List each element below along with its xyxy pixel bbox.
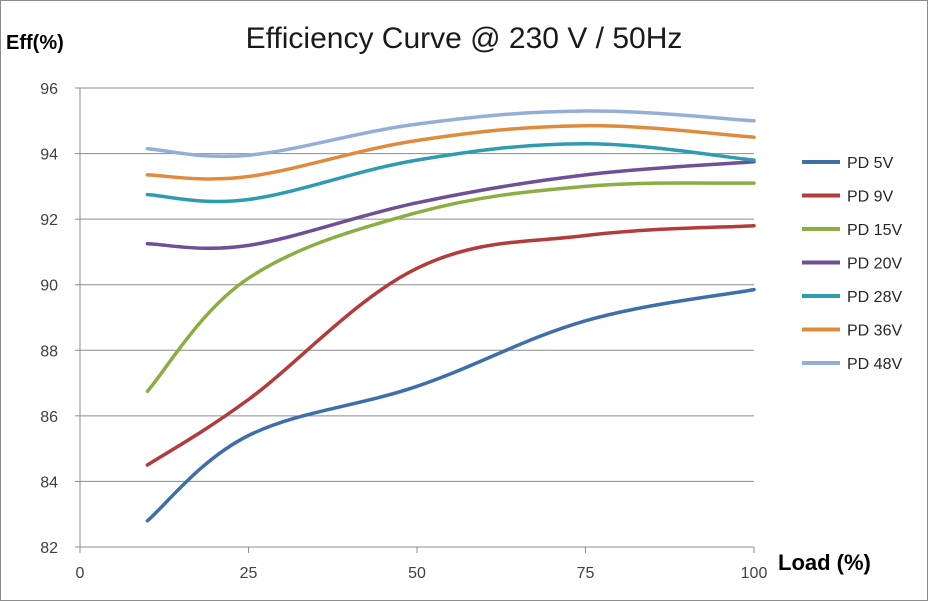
legend-label: PD 20V: [847, 256, 902, 273]
x-tick-label: 0: [76, 565, 85, 582]
series-line-pd-20v: [145, 160, 756, 251]
series-lines: [145, 109, 756, 523]
series-line-pd-15v: [145, 181, 756, 394]
y-tick-label: 82: [40, 540, 58, 557]
legend-label: PD 28V: [847, 289, 902, 306]
legend-label: PD 48V: [847, 356, 902, 373]
chart-title: Efficiency Curve @ 230 V / 50Hz: [245, 22, 683, 55]
y-tick-label: 90: [40, 278, 58, 295]
y-tick-label: 94: [40, 147, 58, 164]
y-tick-label: 92: [40, 212, 58, 229]
axes: 82 84 86 88 90 92 94 96 0 25 50 75 100: [40, 81, 767, 582]
x-tick-label: 25: [240, 565, 258, 582]
y-tick-label: 96: [40, 81, 58, 98]
series-line-pd-48v: [145, 109, 756, 159]
grid-lines: [80, 87, 754, 548]
legend-label: PD 15V: [847, 222, 902, 239]
y-tick-label: 88: [40, 343, 58, 360]
x-tick-label: 50: [408, 565, 426, 582]
y-axis-label: Eff(%): [6, 32, 64, 54]
y-tick-label: 86: [40, 409, 58, 426]
legend: PD 5V PD 9V PD 15V PD 20V PD 28V PD 36V PD 48V: [802, 155, 902, 373]
legend-label: PD 9V: [847, 189, 894, 206]
x-tick-label: 75: [577, 565, 595, 582]
series-line-pd-9v: [145, 223, 756, 467]
y-tick-label: 84: [40, 474, 58, 491]
series-line-pd-36v: [145, 123, 756, 181]
series-line-pd-5v: [145, 287, 756, 523]
legend-label: PD 5V: [847, 155, 894, 172]
x-axis-label: Load (%): [778, 550, 871, 575]
legend-label: PD 36V: [847, 323, 902, 340]
x-tick-label: 100: [741, 565, 768, 582]
series-line-pd-28v: [145, 141, 756, 204]
